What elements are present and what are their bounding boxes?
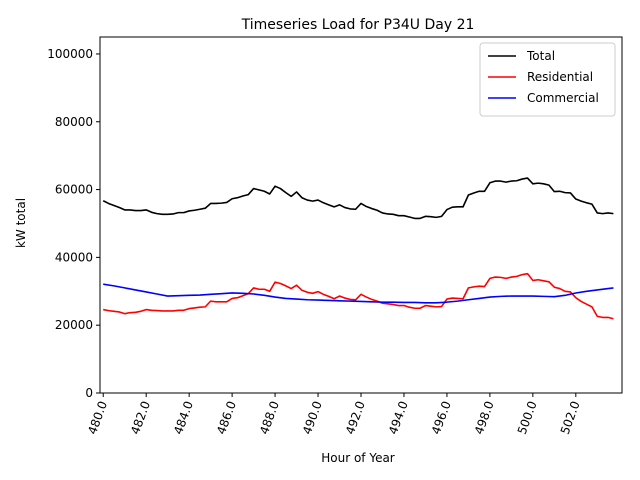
y-tick-label: 40000 <box>55 250 93 264</box>
series-line-total <box>102 177 614 220</box>
legend-label-commercial: Commercial <box>527 91 599 105</box>
y-tick-label: 100000 <box>47 47 93 61</box>
y-axis-label: kW total <box>14 198 28 248</box>
series-layer <box>102 177 614 320</box>
y-axis-ticks: 0 20000 40000 60000 80000 100000 <box>47 47 100 400</box>
y-tick-label: 60000 <box>55 183 93 197</box>
legend-label-residential: Residential <box>527 70 593 84</box>
chart-title: Timeseries Load for P34U Day 21 <box>241 17 475 33</box>
series-line-commercial <box>103 283 614 304</box>
x-axis-label: Hour of Year <box>321 451 395 465</box>
legend-label-total: Total <box>526 49 555 63</box>
series-line-residential <box>103 272 614 320</box>
y-tick-label: 80000 <box>55 115 93 129</box>
legend: Total Residential Commercial <box>479 42 616 117</box>
y-tick-label: 0 <box>85 386 93 400</box>
y-tick-label: 20000 <box>55 318 93 332</box>
